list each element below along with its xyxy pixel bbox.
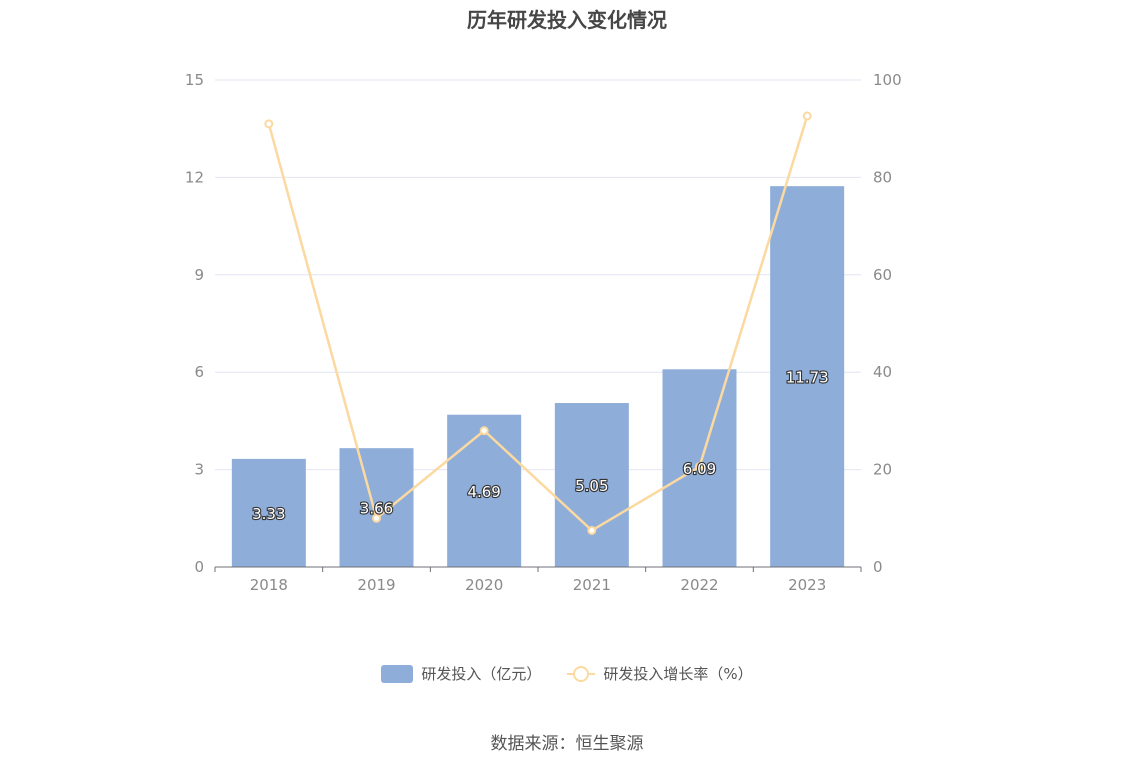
source-note: 数据来源：恒生聚源 [490, 734, 644, 754]
growth-point[interactable] [479, 426, 489, 436]
y-left-tick-label: 9 [194, 266, 204, 284]
y-left-tick-label: 3 [194, 461, 204, 479]
chart-plot: 0 3 6 9 12 15 0 20 40 60 80 100 2018 2019 2020 2021 2022… [185, 71, 902, 594]
legend-label-bar: 研发投入（亿元） [421, 665, 542, 683]
x-tick-label: 2023 [788, 576, 826, 594]
bar-labels: 3.33 3.66 4.69 5.05 6.09 11.73 [251, 367, 830, 524]
growth-point[interactable] [695, 462, 704, 472]
y-right-tick-label: 20 [873, 461, 892, 479]
x-tick-label: 2020 [465, 576, 503, 594]
y-left-tick-label: 15 [185, 71, 204, 89]
x-tick-label: 2022 [680, 576, 718, 594]
bar-value-label: 11.73 [786, 369, 829, 387]
x-tick-label: 2018 [250, 576, 288, 594]
bar[interactable] [231, 458, 306, 567]
legend-item-bar[interactable]: 研发投入（亿元） [381, 663, 541, 684]
growth-point[interactable] [587, 525, 597, 535]
bars [231, 186, 845, 567]
bar-value-label: 6.09 [683, 460, 716, 478]
x-tick-label: 2019 [357, 576, 395, 594]
legend: 研发投入（亿元） 研发投入增长率（%） [0, 663, 1134, 684]
y-left-tick-label: 6 [194, 363, 204, 381]
growth-point[interactable] [264, 119, 274, 129]
y-right-tick-label: 80 [873, 168, 892, 186]
axes: 0 3 6 9 12 15 0 20 40 60 80 100 2018 2019 2020 2021 2022… [185, 71, 902, 594]
legend-line-swatch [567, 665, 596, 683]
legend-bar-swatch [381, 664, 414, 683]
y-right-tick-label: 100 [873, 71, 902, 89]
chart-title: 历年研发投入变化情况 [467, 8, 667, 32]
bar-value-label: 3.66 [360, 500, 393, 518]
bar-value-label: 4.69 [467, 483, 500, 501]
growth-point[interactable] [802, 111, 812, 121]
growth-line [264, 111, 812, 535]
y-left-tick-label: 12 [185, 168, 204, 186]
bar[interactable] [339, 448, 414, 567]
y-left-tick-label: 0 [194, 558, 204, 576]
bar[interactable] [770, 186, 845, 567]
y-right-tick-label: 60 [873, 266, 892, 284]
bar-value-label: 5.05 [575, 477, 608, 495]
x-tick-label: 2021 [573, 576, 611, 594]
bar-value-label: 3.33 [252, 505, 285, 523]
bar[interactable] [554, 403, 629, 567]
growth-point[interactable] [372, 513, 381, 523]
legend-label-line: 研发投入增长率（%） [603, 665, 753, 683]
growth-line-path [267, 115, 809, 533]
y-right-tick-label: 0 [873, 558, 883, 576]
bar[interactable] [447, 414, 522, 567]
gridlines [215, 79, 861, 471]
y-right-tick-label: 40 [873, 363, 892, 381]
legend-item-line[interactable]: 研发投入增长率（%） [567, 663, 753, 684]
